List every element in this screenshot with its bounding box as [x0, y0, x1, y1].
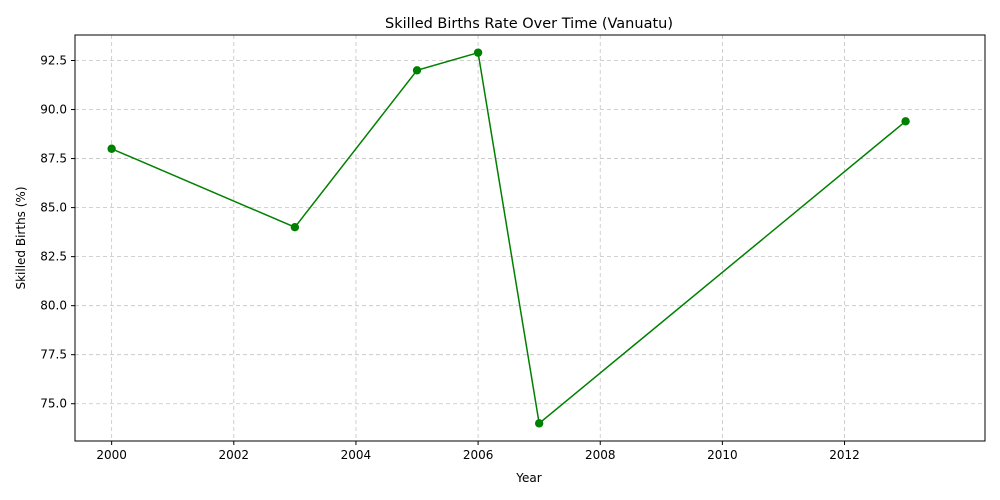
y-tick-label: 77.5 [40, 348, 67, 362]
x-axis-ticks: 2000 2002 2004 2006 2008 2010 2012 [96, 441, 860, 462]
data-point [290, 223, 300, 232]
plot-frame [74, 34, 986, 442]
y-axis-label: Skilled Births (%) [14, 186, 28, 289]
x-tick-label: 2010 [707, 448, 738, 462]
y-axis-ticks: 75.0 77.5 80.0 82.5 85.0 87.5 90.0 92.5 [40, 53, 75, 411]
series-layer [107, 48, 910, 428]
grid-lines [75, 35, 985, 441]
chart-title: Skilled Births Rate Over Time (Vanuatu) [385, 16, 673, 32]
x-tick-label: 2004 [341, 448, 372, 462]
x-tick-label: 2012 [829, 448, 860, 462]
y-tick-label: 92.5 [40, 53, 67, 67]
data-point [473, 48, 483, 57]
data-point [534, 419, 544, 428]
y-tick-label: 85.0 [40, 201, 67, 215]
y-tick-label: 82.5 [40, 250, 67, 264]
y-tick-label: 90.0 [40, 103, 67, 117]
data-point [901, 117, 910, 126]
y-tick-label: 75.0 [40, 397, 67, 411]
x-tick-label: 2006 [463, 448, 494, 462]
y-tick-label: 87.5 [40, 152, 67, 166]
x-tick-label: 2000 [96, 448, 127, 462]
x-tick-label: 2008 [585, 448, 616, 462]
data-point [412, 66, 422, 75]
series-line [111, 51, 907, 425]
x-tick-label: 2002 [219, 448, 250, 462]
y-tick-label: 80.0 [40, 299, 67, 313]
x-axis-label: Year [515, 471, 541, 485]
data-point [107, 144, 116, 153]
